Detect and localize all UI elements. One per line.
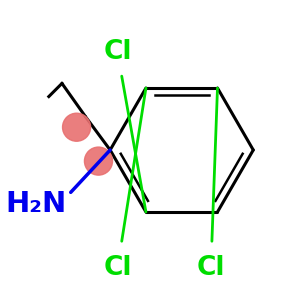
Text: H₂N: H₂N <box>5 190 66 218</box>
Text: Cl: Cl <box>197 255 225 281</box>
Circle shape <box>62 113 91 141</box>
Circle shape <box>85 147 112 175</box>
Text: Cl: Cl <box>103 255 132 281</box>
Text: Cl: Cl <box>103 39 132 65</box>
